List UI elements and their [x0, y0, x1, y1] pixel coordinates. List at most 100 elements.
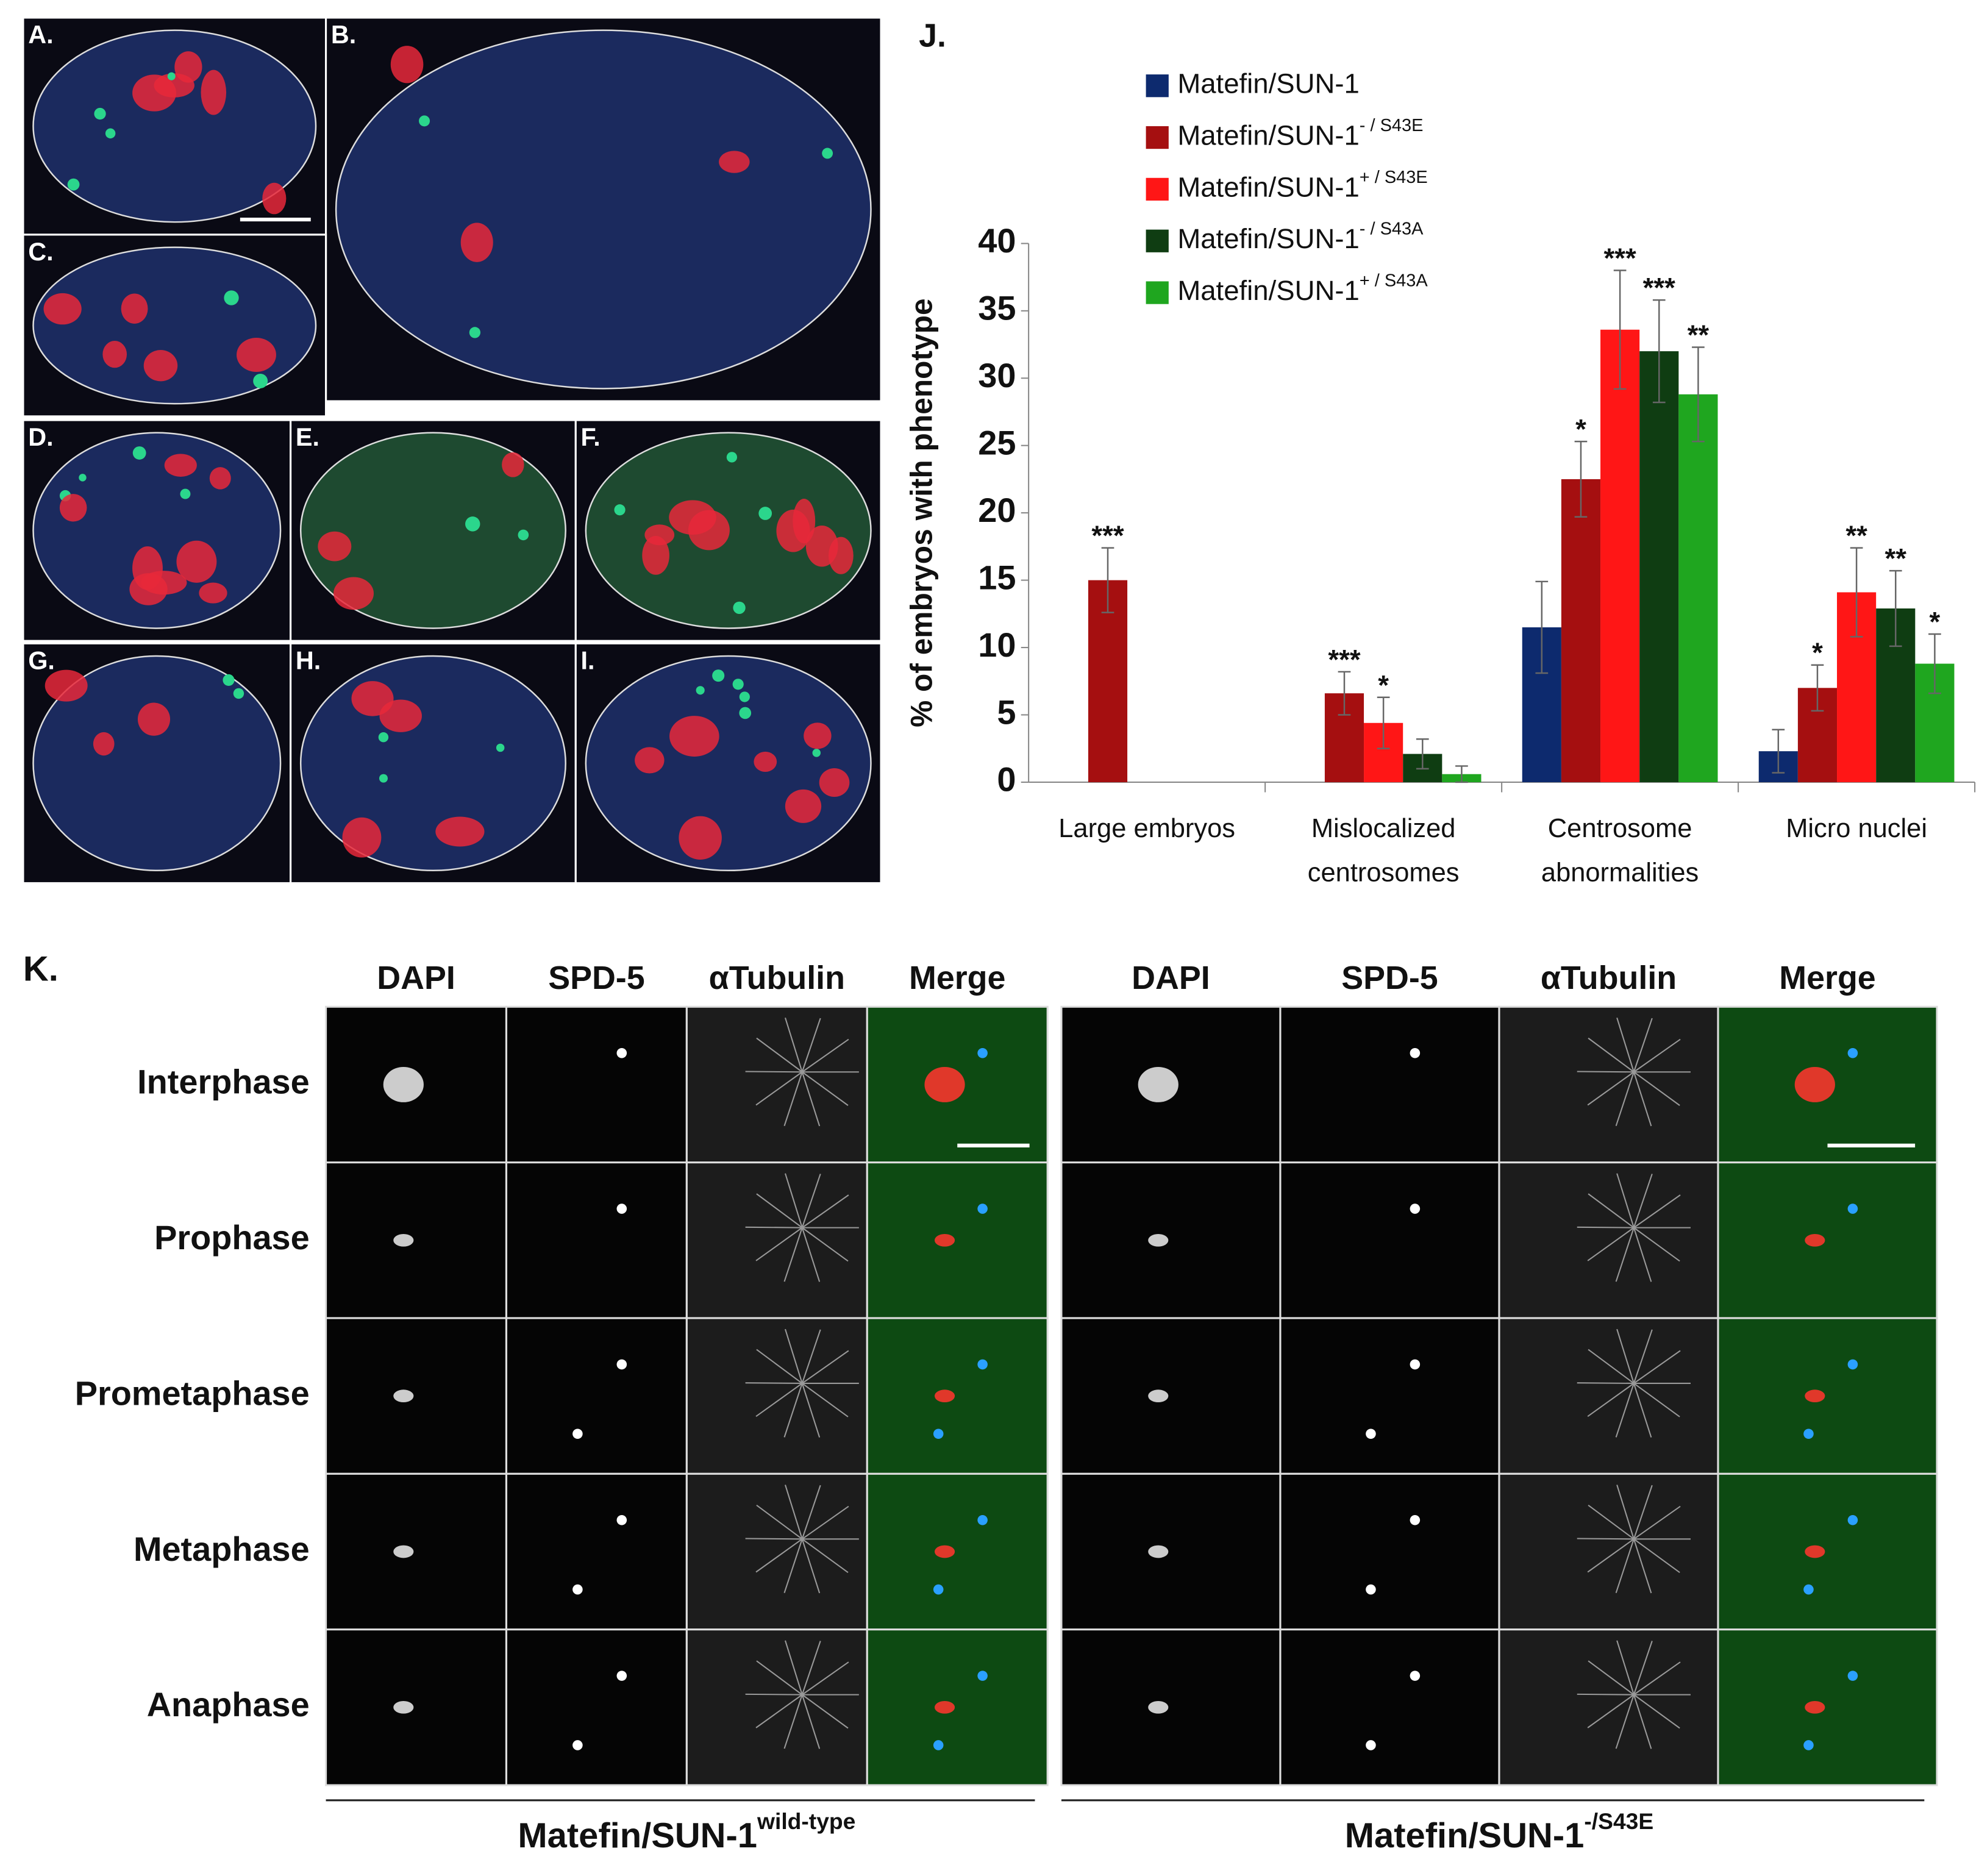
centrosome — [696, 686, 705, 695]
centrosome — [616, 1204, 627, 1214]
centrosome — [616, 1671, 627, 1681]
bar — [1088, 580, 1128, 782]
nucleus — [642, 536, 669, 575]
microtubule — [756, 1504, 803, 1540]
nucleus — [209, 467, 231, 490]
centrosome — [1847, 1204, 1858, 1214]
microtubule — [756, 1349, 803, 1384]
chromatin — [934, 1233, 955, 1247]
micrograph — [325, 1628, 508, 1786]
micrograph — [1279, 1317, 1500, 1475]
y-tick-label: 35 — [978, 289, 1016, 327]
column-header: Merge — [909, 960, 1005, 996]
x-tick-label: Centrosome — [1548, 814, 1692, 843]
micrograph — [1279, 1472, 1500, 1631]
group-name: Matefin/SUN-1 — [1345, 1816, 1585, 1855]
legend-entry: Matefin/SUN-1+ / S43A — [1177, 271, 1428, 306]
microtubule — [745, 1226, 802, 1229]
nucleus — [785, 789, 822, 823]
micrograph — [325, 1317, 508, 1475]
micrograph — [685, 1317, 868, 1475]
significance: ** — [1688, 319, 1710, 351]
centrosome — [180, 488, 191, 499]
panel-label: B. — [331, 21, 356, 49]
microtubule — [756, 1037, 803, 1073]
micrograph — [1498, 1161, 1719, 1319]
centrosome — [379, 774, 388, 783]
nucleus — [176, 540, 217, 583]
centrosome — [732, 679, 744, 690]
centrosome — [1803, 1428, 1814, 1439]
panel-label: E. — [296, 423, 319, 451]
micrograph — [1717, 1317, 1938, 1475]
chromatin — [934, 1545, 955, 1558]
centrosome — [739, 707, 752, 719]
micrograph — [1060, 1472, 1282, 1631]
microtubule — [784, 1173, 803, 1228]
microtubule — [802, 1227, 849, 1262]
nucleus — [460, 223, 493, 262]
chromatin — [924, 1066, 965, 1102]
microtubule — [801, 1174, 821, 1228]
microtubule — [755, 1071, 803, 1106]
chromatin — [393, 1389, 414, 1402]
nucleus — [102, 340, 127, 368]
microtubule — [783, 1227, 803, 1282]
centrosome — [977, 1671, 988, 1681]
y-tick-label: 10 — [978, 626, 1016, 664]
centrosome — [223, 674, 235, 686]
legend-superscript: - / S43A — [1360, 219, 1424, 238]
nucleus — [351, 681, 394, 716]
embryo — [299, 655, 566, 872]
microtubule — [1577, 1226, 1634, 1229]
micrograph — [1279, 1005, 1500, 1164]
y-tick-label: 25 — [978, 423, 1016, 462]
panel-label: I. — [581, 646, 595, 674]
microtubule — [1633, 1383, 1680, 1418]
nucleus — [199, 582, 227, 604]
microtubule — [784, 1640, 803, 1695]
centrosome — [726, 452, 738, 463]
nucleus — [333, 577, 374, 610]
centrosome — [1366, 1740, 1376, 1750]
column-header: DAPI — [377, 960, 455, 996]
microtubule — [745, 1693, 802, 1696]
centrosome — [616, 1359, 627, 1370]
micrograph — [1279, 1161, 1500, 1319]
nucleus — [121, 293, 148, 324]
chromatin — [1794, 1066, 1835, 1102]
microtubule — [755, 1227, 803, 1261]
chromatin — [393, 1233, 414, 1247]
centrosome — [572, 1584, 583, 1595]
microtubule — [1633, 1485, 1653, 1539]
centrosome — [614, 504, 626, 516]
micrograph — [685, 1628, 868, 1786]
micrograph — [1717, 1472, 1938, 1631]
chromatin — [1148, 1700, 1169, 1714]
microtubule — [1633, 1071, 1652, 1127]
centrosome — [1847, 1514, 1858, 1525]
centrosome — [1410, 1047, 1421, 1058]
centrosome — [812, 749, 821, 757]
microtubule — [801, 1538, 821, 1594]
legend-name: Matefin/SUN-1 — [1177, 171, 1359, 202]
microtubule — [801, 1485, 821, 1539]
centrosome — [378, 732, 389, 743]
nucleus — [805, 526, 838, 567]
bar — [1639, 351, 1679, 782]
row-label: Anaphase — [147, 1685, 310, 1724]
centrosome — [1366, 1428, 1376, 1439]
centrosome — [977, 1204, 988, 1214]
micrograph — [866, 1317, 1049, 1475]
centrosome — [1410, 1671, 1421, 1681]
centrosome — [1847, 1047, 1858, 1058]
microtubule — [755, 1538, 803, 1573]
microtubule — [1615, 1227, 1635, 1282]
centrosome — [1803, 1740, 1814, 1750]
microtubule — [801, 1227, 821, 1282]
significance: *** — [1091, 520, 1124, 551]
embryo — [585, 655, 872, 872]
microtubule — [1615, 1538, 1635, 1594]
panel-label: J. — [919, 17, 946, 54]
